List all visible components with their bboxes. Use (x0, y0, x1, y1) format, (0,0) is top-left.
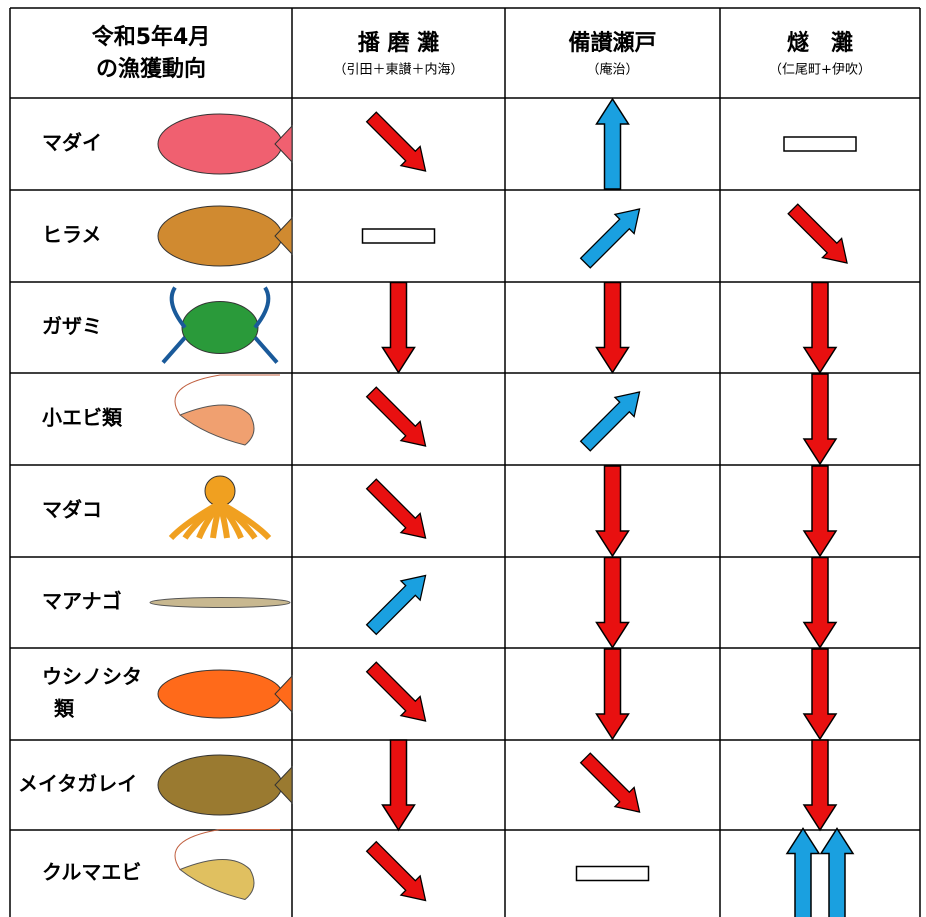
trend-arrow (365, 111, 427, 172)
fish-illustration (157, 205, 283, 267)
fish-illustration (157, 113, 283, 175)
eel-illustration (149, 597, 291, 608)
column-name: 備讃瀬戸 (568, 30, 656, 56)
trend-arrow (365, 840, 427, 902)
shrimp-illustration (179, 404, 255, 446)
shrimp-illustration (174, 829, 280, 870)
trend-arrow (802, 281, 838, 374)
trend-arrow (365, 574, 427, 636)
trend-arrow (802, 465, 838, 558)
trend-arrow (785, 827, 821, 917)
species-name: マダイ (42, 131, 102, 155)
trend-arrow (802, 373, 838, 466)
trend-arrow (787, 203, 848, 264)
trend-arrow (381, 739, 416, 832)
column-note: （仁尾町+伊吹） (769, 63, 871, 78)
column-note: （庵治） (586, 62, 638, 78)
trend-arrow (595, 556, 630, 649)
crab-illustration (161, 286, 187, 364)
species-name: メイタガレイ (18, 772, 137, 796)
flat-marker (361, 228, 436, 244)
flat-marker (783, 136, 857, 152)
trend-arrow (802, 556, 838, 649)
trend-arrow (595, 97, 630, 190)
species-name: ガザミ (42, 314, 102, 338)
species-name: 小エビ類 (42, 406, 123, 430)
trend-arrow (365, 661, 427, 722)
octopus-illustration (204, 475, 236, 507)
fish-illustration (157, 754, 283, 816)
header-title: の漁獲動向 (96, 56, 206, 82)
trend-arrow (365, 386, 427, 447)
flat-marker (575, 865, 650, 882)
species-name: マダコ (42, 498, 102, 522)
trend-arrow (365, 478, 427, 539)
species-name: ヒラメ (42, 223, 101, 247)
column-name: 播 磨 灘 (358, 30, 439, 56)
shrimp-illustration (174, 374, 280, 416)
trend-arrow (579, 752, 641, 813)
fish-illustration (274, 674, 293, 714)
trend-arrow (381, 281, 416, 374)
fish-illustration (157, 669, 283, 719)
trend-arrow (802, 739, 838, 832)
trend-arrow (595, 648, 630, 741)
trend-arrow (579, 208, 641, 269)
header-title: 令和5年4月 (92, 24, 211, 50)
species-name: クルマエビ (42, 860, 141, 884)
shrimp-illustration (179, 859, 255, 901)
trend-arrow (802, 648, 838, 741)
column-name: 燧 灘 (787, 30, 853, 56)
column-note: （引田＋東讃＋内海） (333, 62, 463, 78)
species-name: マアナゴ (42, 589, 122, 613)
trend-arrow (819, 827, 855, 917)
species-name: ウシノシタ (42, 665, 142, 689)
fish-illustration (274, 765, 293, 805)
fish-illustration (274, 124, 293, 164)
trend-arrow (595, 465, 630, 558)
octopus-illustration (218, 500, 272, 541)
crab-illustration (253, 286, 279, 364)
trend-arrow (579, 391, 641, 452)
crab-illustration (181, 301, 259, 354)
species-name: 類 (54, 697, 75, 721)
fish-illustration (274, 216, 293, 256)
trend-arrow (595, 281, 630, 374)
